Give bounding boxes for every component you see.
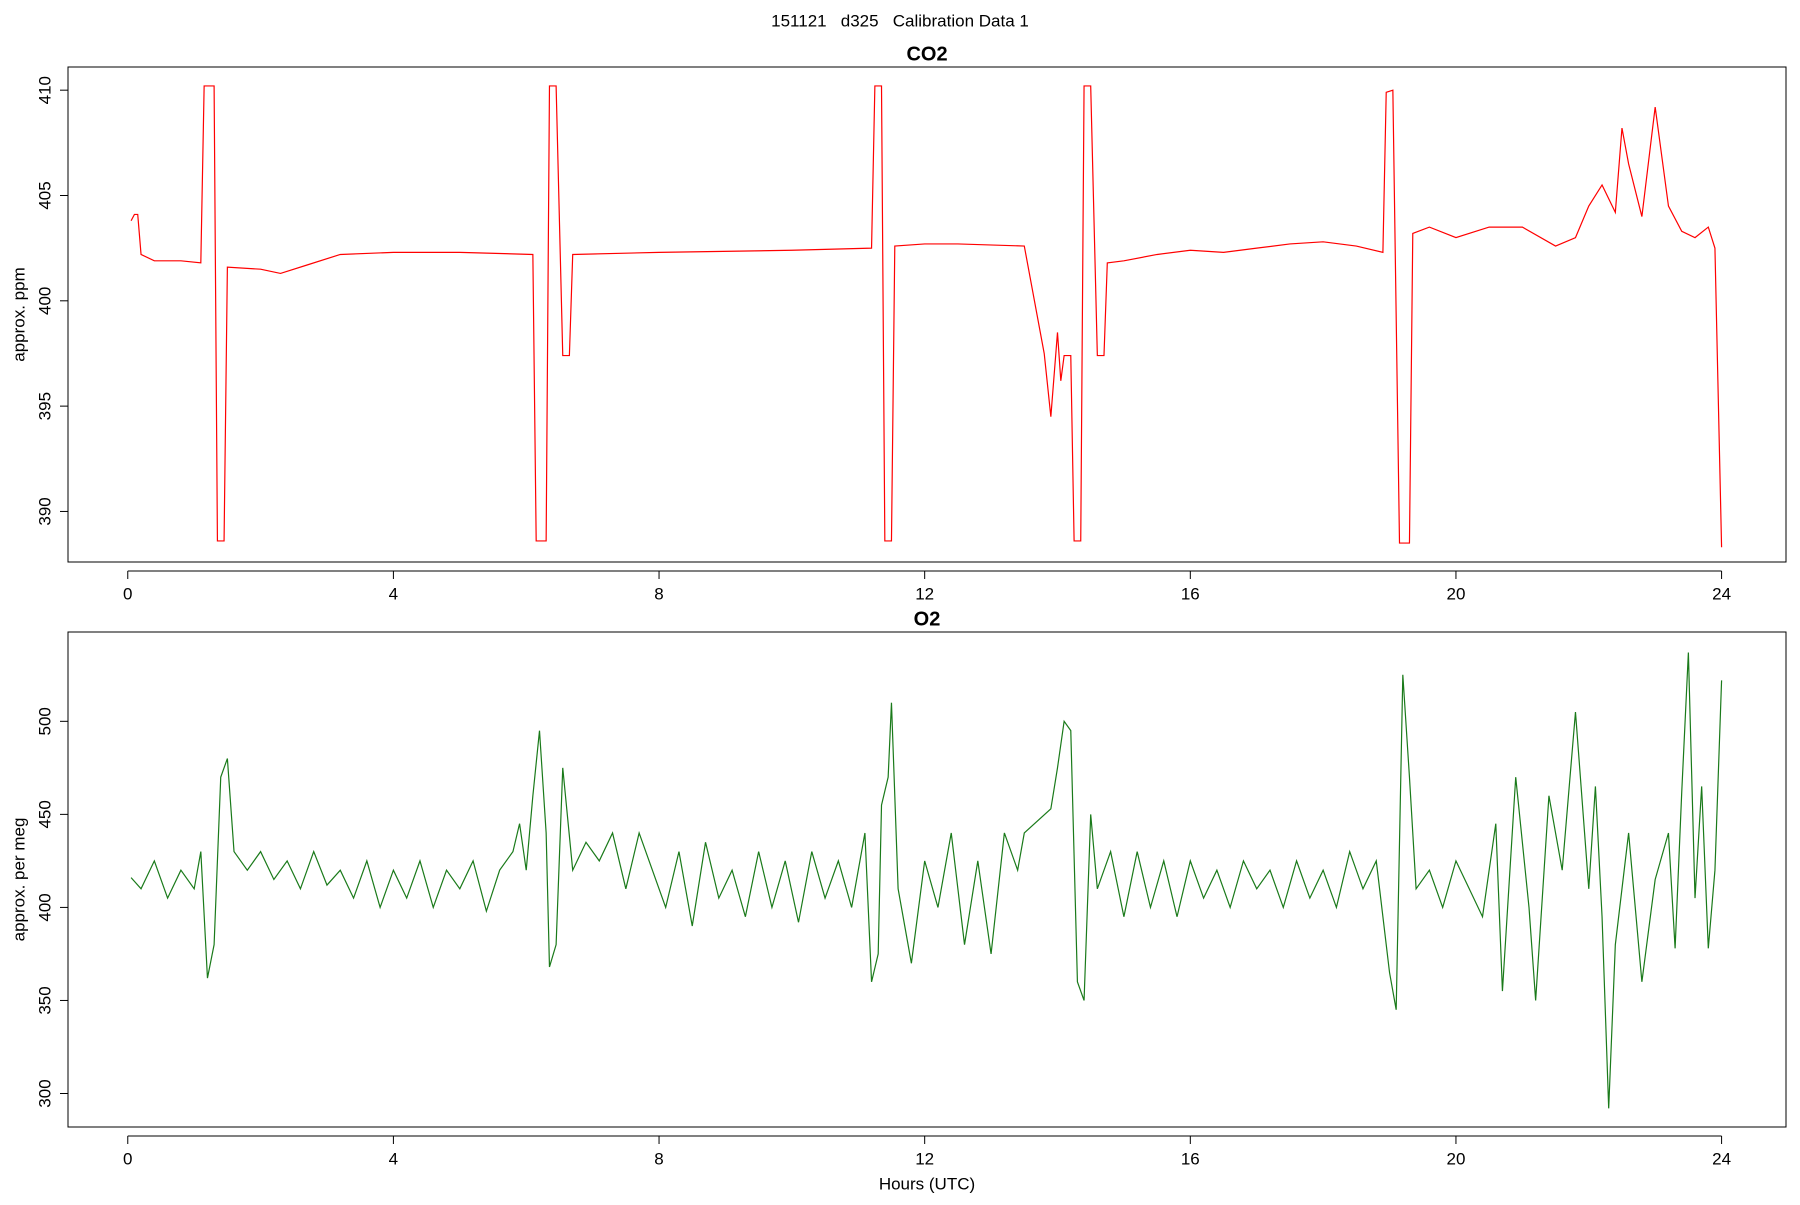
y-tick-label: 390	[35, 497, 54, 525]
y-tick-label: 410	[35, 76, 54, 104]
x-tick-label: 0	[123, 584, 132, 603]
x-tick-label: 8	[654, 1149, 663, 1168]
y-tick-label: 450	[35, 800, 54, 828]
x-axis-label: Hours (UTC)	[879, 1174, 975, 1193]
plot-frame	[67, 66, 1787, 563]
x-tick-label: 20	[1446, 584, 1465, 603]
x-tick-label: 12	[915, 1149, 934, 1168]
x-tick-label: 0	[123, 1149, 132, 1168]
x-tick-label: 20	[1446, 1149, 1465, 1168]
x-tick-label: 4	[389, 1149, 398, 1168]
data-line	[130, 652, 1723, 1109]
y-axis-label: approx. ppm	[9, 267, 28, 362]
chart-title: CO2	[906, 43, 947, 65]
x-tick-label: 8	[654, 584, 663, 603]
x-tick-label: 16	[1181, 1149, 1200, 1168]
y-tick-label: 300	[35, 1079, 54, 1107]
chart-title: O2	[914, 608, 941, 630]
x-tick-label: 4	[389, 584, 398, 603]
y-tick-label: 350	[35, 986, 54, 1014]
x-tick-label: 12	[915, 584, 934, 603]
y-axis-label: approx. per meg	[9, 818, 28, 942]
y-tick-label: 400	[35, 893, 54, 921]
x-tick-label: 24	[1712, 584, 1731, 603]
figure-title: 151121 d325 Calibration Data 1	[771, 11, 1029, 30]
x-tick-label: 24	[1712, 1149, 1731, 1168]
y-tick-label: 400	[35, 287, 54, 315]
y-tick-label: 395	[35, 392, 54, 420]
y-tick-label: 405	[35, 181, 54, 209]
x-tick-label: 16	[1181, 584, 1200, 603]
data-line	[130, 85, 1723, 548]
plot-frame	[67, 631, 1787, 1128]
y-tick-label: 500	[35, 707, 54, 735]
